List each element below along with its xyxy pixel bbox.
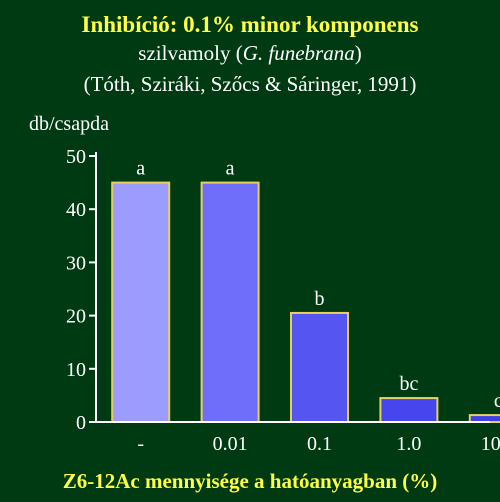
chart-subtitle: szilvamoly (G. funebrana) [0, 41, 500, 66]
x-tick-label: 1.0 [396, 433, 421, 455]
y-tick-label: 50 [66, 146, 86, 168]
x-tick-label: 10.0 [481, 433, 500, 455]
chart-citation: (Tóth, Sziráki, Szőcs & Sáringer, 1991) [83, 72, 417, 96]
y-tick-label: 0 [76, 412, 86, 434]
subtitle-suffix: ) [354, 41, 362, 65]
x-axis-label: Z6-12Ac mennyisége a hatóanyagban (%) [62, 469, 438, 493]
x-tick-label: 0.1 [307, 433, 332, 455]
chart-title: Inhibíció: 0.1% minor komponens [81, 12, 419, 37]
bar [111, 181, 171, 423]
bar [379, 397, 439, 423]
bar [290, 311, 349, 423]
y-tick-label: 10 [66, 359, 86, 381]
bar-significance-label: b [315, 288, 325, 310]
y-tick-label: 30 [66, 252, 86, 274]
bar-significance-label: bc [399, 373, 418, 395]
bar [200, 181, 260, 423]
y-tick-label: 40 [66, 199, 86, 221]
x-tick-label: 0.01 [213, 433, 248, 455]
subtitle-prefix: szilvamoly ( [138, 41, 243, 65]
bar-significance-label: c [494, 390, 500, 412]
x-tick-label: - [137, 433, 144, 455]
bar-significance-label: a [226, 158, 235, 180]
bar-significance-label: a [136, 158, 145, 180]
bar [468, 414, 500, 424]
y-tick-label: 20 [66, 306, 86, 328]
subtitle-latin-name: G. funebrana [242, 41, 355, 65]
y-axis-label: db/csapda [29, 113, 109, 135]
